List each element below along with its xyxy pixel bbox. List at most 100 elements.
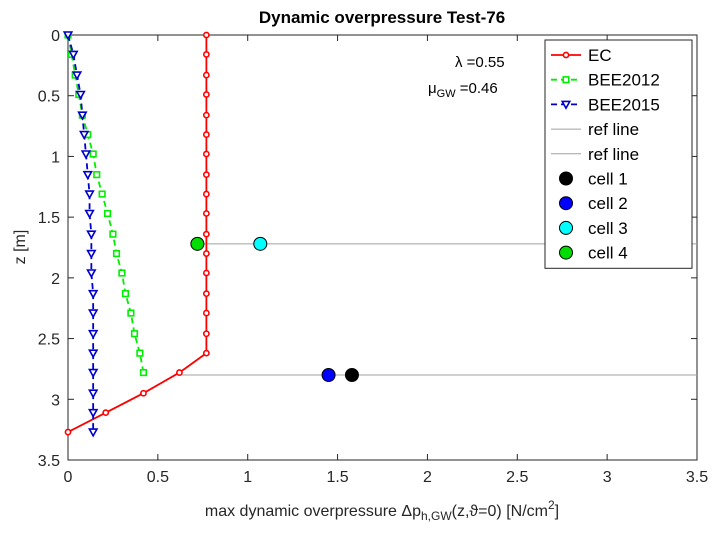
- data-point-bee2012: [136, 349, 144, 357]
- data-point-ec: [202, 31, 210, 39]
- x-label-sub: h,GW: [421, 509, 452, 523]
- data-point-ec: [102, 409, 110, 417]
- legend: EC BEE2012 BEE2015 ref line ref line cell 1 ce…: [544, 39, 693, 269]
- data-point-bee2012: [118, 269, 126, 277]
- legend-swatch-point: [559, 171, 573, 186]
- data-point-bee2012: [121, 290, 130, 298]
- data-point-bee2015: [87, 329, 99, 340]
- data-point-bee2015: [77, 111, 88, 121]
- y-tick-label: 0: [51, 28, 60, 45]
- data-point-ec: [202, 150, 210, 158]
- y-tick-label: 3.5: [38, 453, 60, 470]
- data-point-bee2012: [98, 190, 106, 198]
- data-point-bee2015: [75, 90, 86, 100]
- data-point-ec: [202, 290, 210, 298]
- data-point-bee2015: [84, 190, 95, 200]
- data-point-bee2015: [86, 249, 97, 260]
- data-point-ec: [202, 190, 210, 198]
- data-point-bee2015: [80, 150, 92, 160]
- data-point-bee2015: [87, 368, 99, 379]
- data-point-bee2015: [87, 309, 99, 319]
- data-series: [62, 31, 210, 438]
- x-label-sup: 2: [548, 498, 555, 512]
- x-label-suffix: ]: [555, 503, 559, 520]
- point-cell-4: [190, 236, 205, 251]
- data-point-ec: [202, 250, 210, 257]
- legend-swatch-point: [559, 196, 573, 211]
- data-point-ec: [202, 91, 210, 98]
- data-point-ec: [202, 330, 210, 338]
- legend-swatch-point: [559, 220, 573, 235]
- legend-label: ref line: [588, 145, 639, 164]
- y-axis-label: z [m]: [12, 230, 29, 265]
- data-point-bee2015: [87, 289, 99, 300]
- legend-label: cell 1: [588, 170, 628, 189]
- data-point-ec: [202, 269, 210, 277]
- data-point-bee2012: [93, 171, 101, 179]
- chart-title: Dynamic overpressure Test-76: [259, 8, 505, 27]
- x-tick-label: 2: [423, 469, 432, 486]
- data-point-bee2012: [112, 249, 121, 258]
- x-tick-label: 1.5: [326, 469, 348, 486]
- legend-label: cell 3: [588, 219, 628, 238]
- data-point-ec: [202, 71, 210, 79]
- legend-swatch-marker: [560, 100, 572, 110]
- data-point-bee2015: [87, 408, 99, 419]
- y-tick-label: 2: [51, 271, 60, 288]
- y-tick-label: 1.5: [38, 210, 60, 227]
- x-axis-label: max dynamic overpressure Δph,GW(z,ϑ=0) […: [205, 498, 559, 523]
- x-tick-label: 0.5: [147, 469, 169, 486]
- data-point-bee2012: [127, 309, 135, 317]
- data-point-bee2012: [109, 230, 117, 238]
- y-tick-label: 1: [51, 149, 60, 166]
- data-point-bee2015: [86, 269, 97, 279]
- y-tick-label: 3: [51, 392, 60, 409]
- mu-annotation: μGW =0.46: [428, 80, 498, 100]
- legend-label: BEE2015: [588, 95, 660, 114]
- data-point-ec: [202, 230, 210, 238]
- legend-label: cell 2: [588, 194, 628, 213]
- data-point-bee2012: [130, 330, 139, 338]
- data-point-bee2015: [82, 170, 93, 181]
- legend-label: BEE2012: [588, 71, 660, 90]
- data-point-bee2015: [68, 50, 79, 60]
- data-point-bee2012: [89, 150, 97, 158]
- legend-swatch-marker: [562, 76, 570, 84]
- legend-label: ref line: [588, 120, 639, 139]
- point-cell-1: [344, 368, 359, 382]
- x-label-mid: (z,ϑ=0) [N/cm: [452, 503, 548, 520]
- data-point-bee2015: [86, 230, 97, 240]
- data-point-bee2015: [87, 389, 99, 399]
- lambda-annotation: λ =0.55: [455, 54, 505, 71]
- x-label-prefix: max dynamic overpressure Δp: [205, 503, 421, 520]
- axis-ticks: 0 0.5 1 1.5 2 2.5 3 3.500.511.522.533.5: [38, 28, 708, 486]
- data-point-ec: [202, 210, 210, 217]
- data-point-bee2015: [71, 71, 83, 81]
- x-tick-label: 0: [64, 469, 73, 486]
- data-point-ec: [202, 171, 210, 179]
- data-point-ec: [202, 131, 210, 138]
- series-line-bee2012: [67, 34, 145, 373]
- data-point-ec: [202, 51, 210, 58]
- data-point-bee2015: [79, 130, 90, 141]
- cell-points: [190, 236, 359, 382]
- data-point-bee2015: [84, 209, 95, 219]
- data-point-bee2012: [103, 209, 112, 218]
- x-tick-label: 2.5: [506, 469, 528, 486]
- data-point-bee2015: [87, 428, 99, 438]
- data-point-ec: [140, 389, 147, 397]
- data-point-ec: [202, 309, 210, 317]
- mu-prefix: μ: [428, 80, 437, 97]
- point-cell-2: [321, 368, 336, 382]
- x-tick-label: 3: [603, 469, 612, 486]
- x-tick-label: 3.5: [686, 469, 708, 486]
- data-point-bee2012: [139, 368, 148, 377]
- data-point-bee2015: [62, 31, 74, 41]
- mu-suffix: =0.46: [456, 80, 498, 97]
- point-cell-3: [253, 236, 268, 251]
- data-point-ec: [202, 349, 210, 357]
- data-point-ec: [64, 428, 72, 436]
- y-tick-label: 2.5: [38, 332, 60, 349]
- mu-sub: GW: [437, 88, 457, 100]
